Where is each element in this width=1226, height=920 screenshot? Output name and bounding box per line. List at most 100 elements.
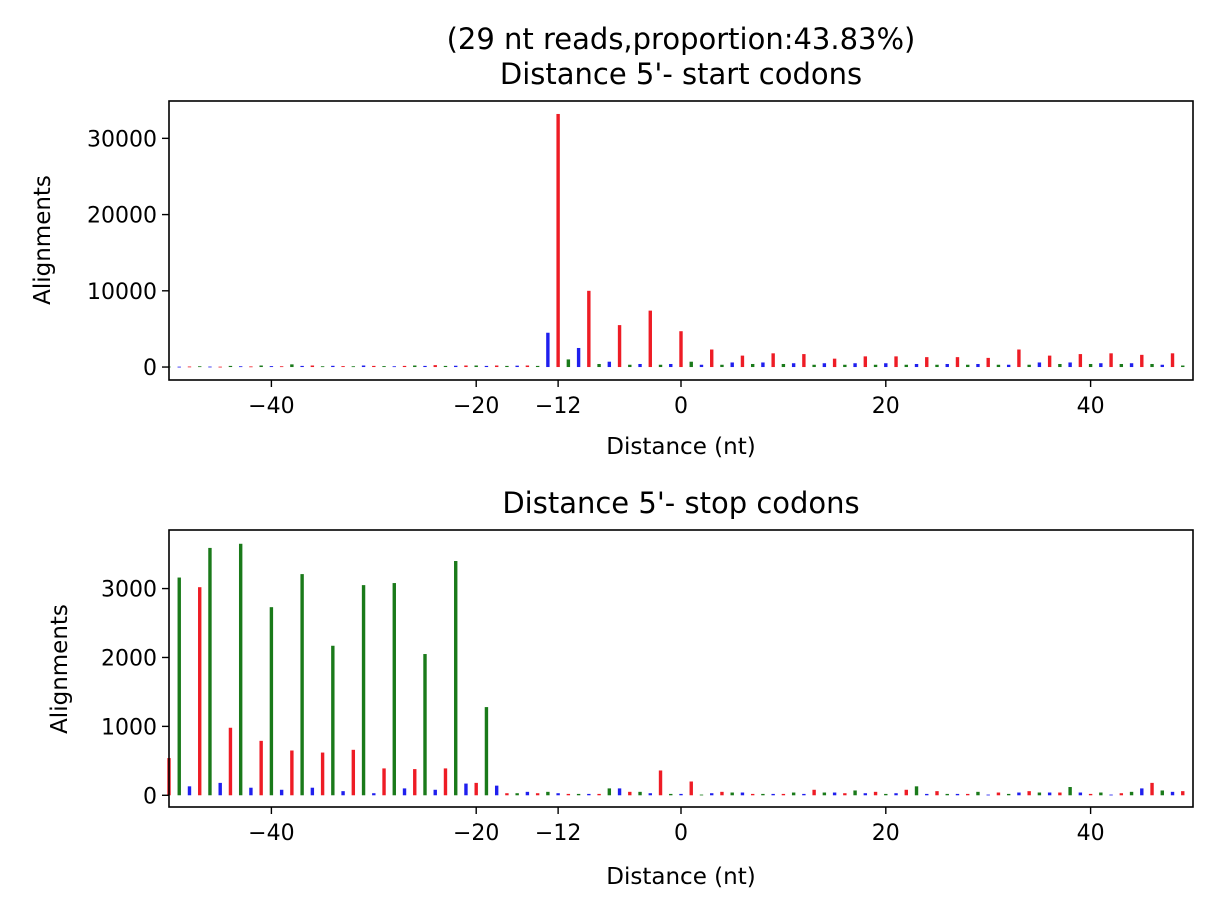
y-tick-label: 20000 [87,204,157,229]
bar-mark [341,366,345,368]
chart-title-stop: Distance 5'- stop codons [502,486,859,520]
bar-mark [208,547,212,796]
bar-mark [761,793,765,796]
bar-mark [781,363,786,368]
bar-mark [986,357,990,368]
bar-mark [269,607,274,796]
chart-stop-codons: Distance 5'- stop codons −40 −20 −12 0 20 40 … [47,486,1194,890]
bar-mark [1037,362,1042,368]
bar-mark [689,361,693,368]
bar-mark [966,364,970,368]
bar-mark [423,365,427,368]
bar-mark [607,361,612,368]
bar-mark [1099,792,1103,796]
bar-mark [494,785,499,796]
bar-mark [361,365,366,368]
bar-mark [310,365,315,368]
bar-mark [279,789,284,796]
bar-mark [320,752,325,796]
bar-mark [1129,363,1134,368]
bar-mark [1058,363,1062,368]
bar-mark [679,793,683,796]
bar-mark [413,365,417,368]
bar-mark [331,645,335,796]
bar-mark [976,363,980,368]
bar-mark [474,365,478,368]
bar-mark [556,113,560,368]
bar-mark [464,365,468,368]
bar-mark [781,793,786,796]
bar-mark [300,365,304,368]
bar-mark [238,366,243,368]
bar-mark [812,364,816,368]
bar-mark [1160,790,1164,796]
bar-mark [525,791,530,796]
bars-start [167,113,1185,368]
bar-mark [1150,363,1154,368]
y-tick-label: 2000 [101,646,157,671]
bar-mark [1181,365,1185,368]
bar-mark [648,793,652,796]
bar-mark [1006,793,1011,796]
y-tick-label: 1000 [101,715,157,740]
x-axis-label-start: Distance (nt) [606,434,755,460]
bar-mark [740,355,745,368]
bar-mark [546,791,550,796]
x-tick-label: 0 [674,821,688,846]
bar-mark [873,364,878,368]
bar-mark [1140,788,1144,796]
bar-mark [894,356,898,368]
bar-mark [443,365,448,368]
bar-mark [822,363,827,368]
bar-mark [484,707,489,796]
bar-mark [525,365,530,368]
bar-mark [187,366,192,368]
bar-mark [187,786,192,796]
bar-mark [1058,792,1062,796]
bar-mark [720,791,724,796]
bar-mark [402,788,407,796]
bar-mark [843,793,847,796]
bar-mark [454,365,458,368]
bar-mark [904,789,908,796]
bar-mark [996,364,1001,368]
bar-mark [955,357,960,368]
bar-mark [689,781,693,796]
chart-title-start: Distance 5'- start codons [500,57,862,91]
bar-mark [1099,363,1103,368]
bar-mark [249,787,253,796]
bar-mark [648,310,652,368]
y-ticks-start: 0 10000 20000 30000 [87,127,169,381]
bar-mark [1027,364,1031,368]
bar-mark [853,363,857,368]
bar-mark [505,365,509,368]
bar-mark [1037,792,1042,796]
bar-mark [710,349,714,368]
bar-mark [863,356,868,368]
bar-mark [976,791,980,796]
bar-mark [791,363,796,368]
bar-mark [351,366,356,368]
bar-mark [945,363,949,368]
bar-mark [331,365,335,368]
bar-mark [279,366,284,368]
x-tick-label: 0 [674,394,688,419]
y-tick-label: 30000 [87,127,157,152]
bar-mark [1078,792,1083,796]
bar-mark [638,363,642,368]
x-tick-label: −12 [535,821,581,846]
bar-mark [914,786,919,796]
y-ticks-stop: 0 1000 2000 3000 [101,578,169,809]
bar-mark [238,543,243,796]
bar-mark [249,366,253,368]
bar-mark [382,768,386,796]
bar-mark [576,347,581,368]
x-tick-label: 20 [872,821,900,846]
bar-mark [822,792,827,796]
bar-mark [198,366,202,368]
bar-mark [1119,363,1124,368]
bar-mark [679,331,683,368]
bar-mark [198,587,202,796]
bar-mark [802,793,806,796]
